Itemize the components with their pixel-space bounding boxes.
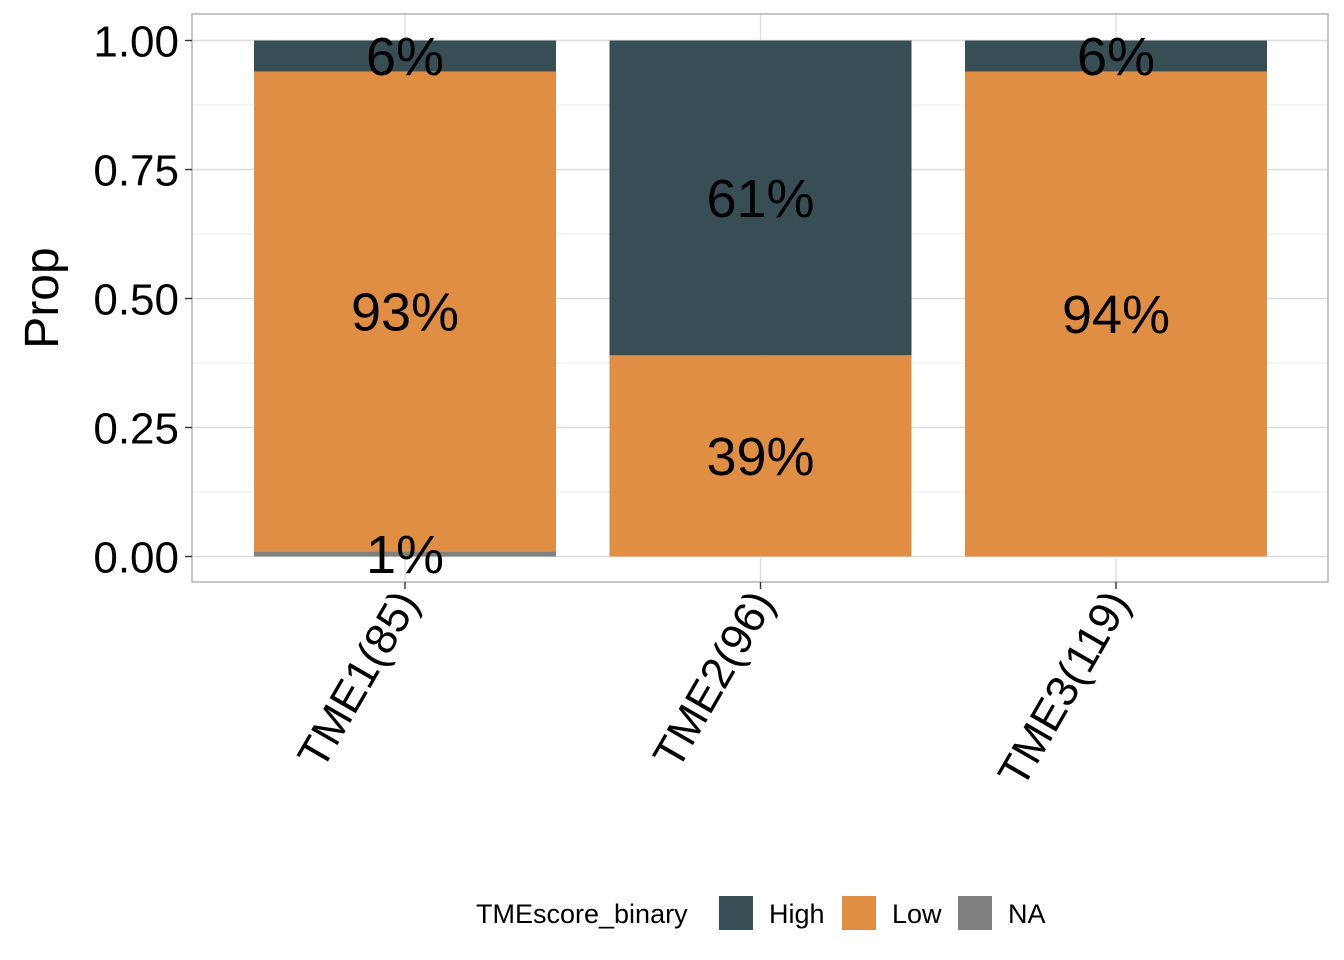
legend-key-na — [958, 896, 992, 930]
legend-label: Low — [892, 899, 942, 929]
bar-segment-na — [254, 551, 556, 557]
bar-value-label: 1% — [366, 525, 444, 585]
y-tick-label: 0.25 — [93, 405, 179, 454]
bar-segment-high — [965, 40, 1267, 72]
bar-value-label: 39% — [706, 427, 814, 487]
bars — [254, 40, 1267, 557]
bar-segment-high — [609, 40, 912, 356]
bar-value-label: 6% — [1077, 27, 1155, 87]
y-tick-label: 0.00 — [93, 534, 179, 583]
legend-key-high — [719, 896, 753, 930]
legend-label: High — [769, 899, 825, 929]
bar-value-label: 94% — [1062, 285, 1170, 345]
y-axis: 0.00 0.25 0.50 0.75 1.00 — [93, 18, 192, 583]
bar-segment-low — [609, 355, 912, 557]
y-tick-label: 0.75 — [93, 147, 179, 196]
legend-label: NA — [1008, 899, 1046, 929]
bar-segment-low — [965, 71, 1267, 557]
y-tick-label: 0.50 — [93, 276, 179, 325]
bar-value-label: 61% — [706, 169, 814, 229]
bar-segment-low — [254, 71, 556, 552]
bar-value-label: 93% — [351, 282, 459, 342]
bar-value-label: 6% — [366, 27, 444, 87]
bar-segment-high — [254, 40, 556, 72]
y-tick-label: 1.00 — [93, 18, 179, 67]
bar-labels: 1% 93% 6% 39% 61% 94% 6% — [351, 27, 1170, 585]
y-axis-title: Prop — [16, 247, 69, 348]
legend-title: TMEscore_binary — [476, 899, 688, 929]
legend: TMEscore_binary High Low NA — [476, 896, 1046, 930]
legend-key-low — [842, 896, 876, 930]
